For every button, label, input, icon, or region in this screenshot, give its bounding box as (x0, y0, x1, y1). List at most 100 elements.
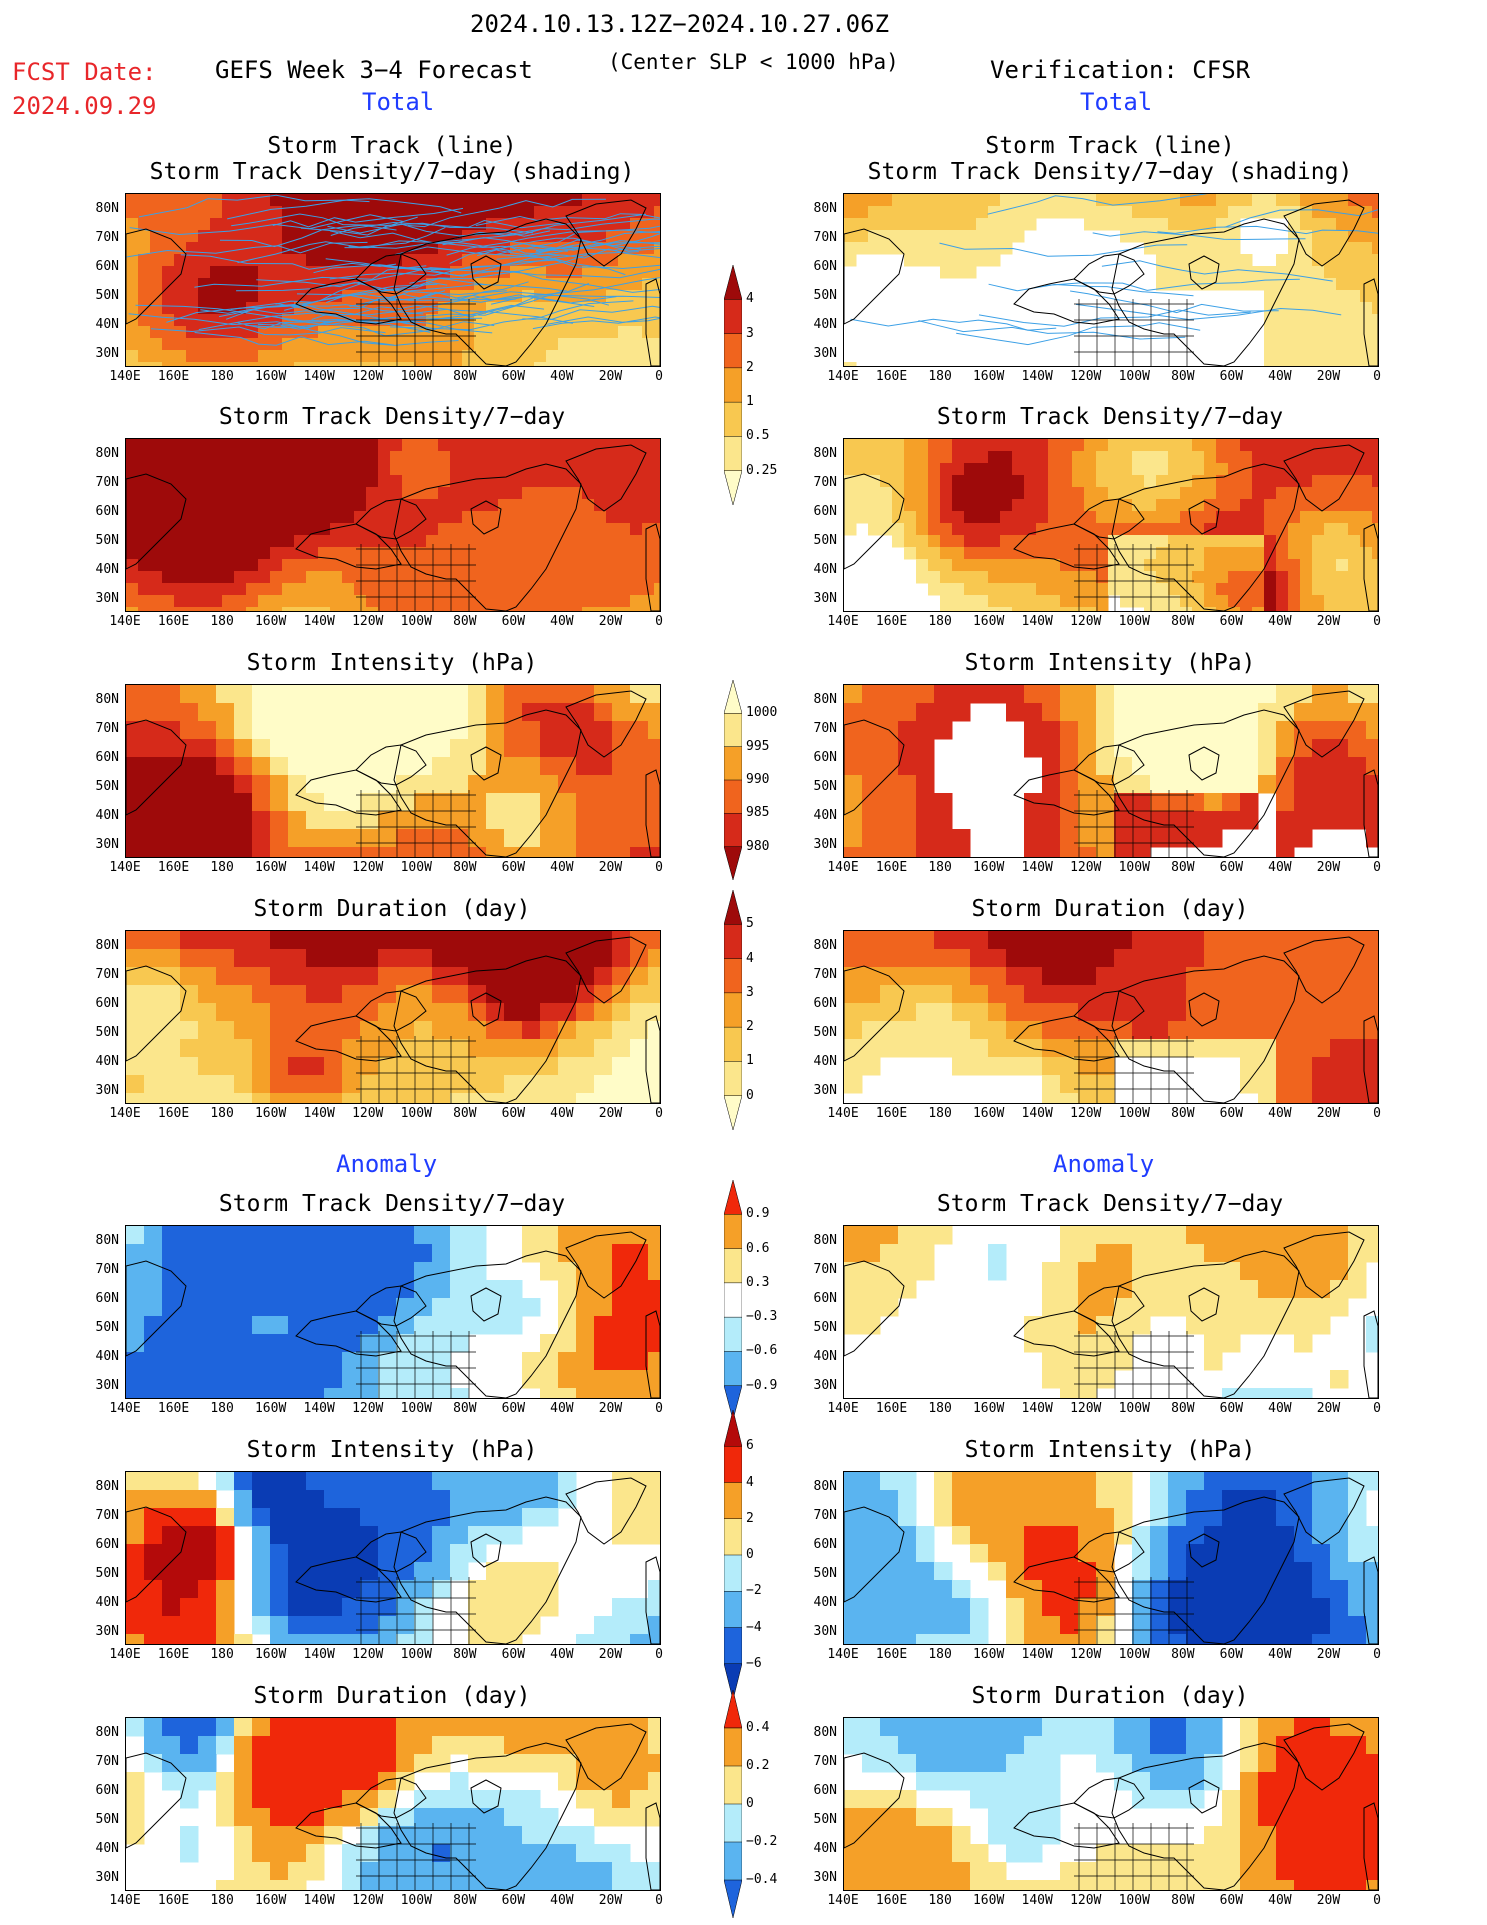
field-cell (1120, 583, 1133, 596)
field-cell (486, 1093, 505, 1103)
field-cell (1024, 1472, 1043, 1491)
field-cell (1060, 206, 1073, 219)
field-cell (612, 1021, 631, 1040)
field-cell (342, 535, 355, 548)
map-panel-r3-forecast (125, 684, 661, 858)
field-cell (180, 967, 199, 986)
field-cell (1072, 595, 1085, 608)
field-cell (898, 931, 917, 950)
lon-tick-label: 160E (875, 860, 908, 875)
field-cell (1042, 1544, 1061, 1563)
field-cell (1192, 218, 1205, 231)
field-cell (366, 595, 379, 608)
field-cell (180, 1580, 199, 1599)
field-cell (934, 1508, 953, 1527)
field-cell (126, 218, 139, 231)
field-cell (1276, 1544, 1295, 1563)
field-cell (306, 463, 319, 476)
field-cell (234, 475, 247, 488)
field-cell (916, 967, 935, 986)
field-cell (150, 523, 163, 536)
field-cell (402, 595, 415, 608)
field-cell (1312, 326, 1325, 339)
field-cell (1048, 511, 1061, 524)
field-cell (844, 1057, 863, 1076)
field-cell (210, 206, 223, 219)
field-cell (1096, 949, 1115, 968)
field-cell (1156, 218, 1169, 231)
field-cell (648, 1370, 660, 1389)
field-cell (1078, 1616, 1097, 1635)
coastline (126, 473, 187, 570)
lon-tick-label: 140E (109, 1106, 141, 1121)
field-cell (540, 967, 559, 986)
field-cell (558, 1334, 577, 1353)
field-cell (1330, 985, 1349, 1004)
field-cell (1144, 571, 1157, 584)
field-cell (1366, 775, 1378, 794)
field-cell (1084, 511, 1097, 524)
field-cell (1084, 583, 1097, 596)
field-cell (510, 439, 523, 452)
field-cell (952, 571, 965, 584)
field-cell (1348, 1544, 1367, 1563)
field-cell (964, 499, 977, 512)
field-cell (342, 739, 361, 758)
field-cell (546, 487, 559, 500)
field-cell (1324, 218, 1337, 231)
field-cell (378, 1598, 397, 1617)
field-cell (1216, 511, 1229, 524)
field-cell (1024, 985, 1043, 1004)
field-cell (1150, 1003, 1169, 1022)
field-cell (1288, 314, 1301, 327)
field-cell (594, 1370, 613, 1389)
field-cell (898, 1490, 917, 1509)
lon-tick-label: 100W (400, 860, 432, 875)
field-cell (976, 571, 989, 584)
field-cell (504, 703, 523, 722)
field-cell (432, 1508, 451, 1527)
map-panel-r2-cfsr (843, 438, 1379, 612)
field-cell (1204, 194, 1217, 207)
field-cell (246, 362, 259, 366)
total-label-right: Total (1080, 88, 1153, 116)
field-cell (426, 242, 439, 255)
field-cell (474, 439, 487, 452)
field-cell (576, 1262, 595, 1281)
field-cell (318, 206, 331, 219)
field-cell (988, 985, 1007, 1004)
field-cell (1204, 967, 1223, 986)
field-cell (1222, 1616, 1241, 1635)
field-cell (648, 1490, 660, 1509)
field-cell (450, 535, 463, 548)
field-cell (976, 523, 989, 536)
lon-tick-label: 0 (1373, 1647, 1381, 1662)
field-cell (862, 1580, 881, 1599)
field-cell (144, 1616, 163, 1635)
field-cell (1276, 1598, 1295, 1617)
field-cell (1096, 1075, 1115, 1094)
field-cell (1372, 571, 1378, 584)
field-cell (1360, 607, 1373, 611)
field-cell (612, 775, 631, 794)
field-cell (288, 1490, 307, 1509)
field-cell (342, 985, 361, 1004)
coastline (645, 1310, 660, 1398)
coastline (1283, 936, 1365, 1004)
field-cell (1048, 535, 1061, 548)
field-cell (186, 254, 199, 267)
coastline (1283, 1477, 1365, 1545)
field-cell (468, 1736, 487, 1755)
field-cell (162, 739, 181, 758)
storm-track-line (225, 309, 431, 333)
field-cell (1186, 721, 1205, 740)
field-cell (654, 463, 660, 476)
field-cell (252, 967, 271, 986)
lat-tick-label: 80N (813, 1233, 837, 1248)
storm-track-line (522, 305, 660, 320)
field-cell (1360, 439, 1373, 452)
field-cell (898, 1021, 917, 1040)
field-cell (378, 607, 391, 611)
lon-tick-label: 0 (1373, 860, 1381, 875)
field-cell (594, 1316, 613, 1335)
